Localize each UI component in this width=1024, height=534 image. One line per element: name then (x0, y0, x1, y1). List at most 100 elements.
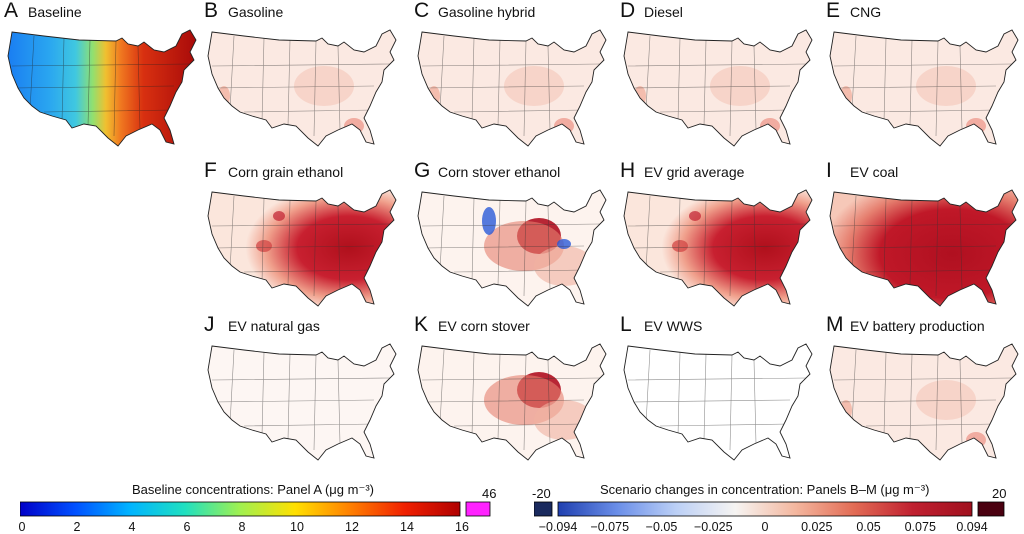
panel-letter: J (204, 313, 215, 336)
state-borders (11, 35, 191, 137)
baseline-colorbar-title: Baseline concentrations: Panel A (μg m⁻³… (132, 482, 374, 497)
colorbar-overflow (977, 501, 1005, 517)
colorbar-underflow (534, 501, 553, 517)
map-panel-h: H EV grid average (620, 159, 820, 314)
colorbar-tick-label: 0.075 (904, 520, 936, 534)
state-borders (421, 35, 601, 137)
concentration-hotspot (689, 211, 701, 221)
concentration-hotspot (504, 66, 564, 106)
panel-title: EV WWS (644, 318, 703, 334)
colorbar-tick-label: −0.05 (645, 520, 678, 534)
concentration-hotspot (218, 86, 230, 106)
panel-title: Gasoline (228, 4, 284, 20)
concentration-hotspot (710, 66, 770, 106)
panel-title: EV corn stover (438, 318, 530, 334)
scenario-under-label: -20 (532, 486, 551, 501)
state-borders (833, 349, 1013, 451)
us-map (417, 29, 607, 147)
map-panel-f: F Corn grain ethanol (204, 159, 404, 314)
panel-letter: M (826, 313, 844, 336)
state-borders (627, 349, 807, 451)
state-borders (211, 195, 391, 297)
colorbar-tick-label: 6 (183, 520, 191, 534)
negative-change-hotspot (482, 207, 496, 235)
colorbar-tick-label: 12 (345, 520, 359, 534)
us-map (623, 189, 813, 307)
panel-letter: E (826, 0, 841, 22)
concentration-hotspot (428, 86, 440, 106)
colorbar-tick-label: 0.05 (856, 520, 881, 534)
state-borders (421, 195, 601, 297)
panel-letter: F (204, 159, 217, 182)
panel-letter: G (414, 159, 431, 182)
state-borders (211, 349, 391, 451)
panel-title: EV natural gas (228, 318, 320, 334)
panel-title: CNG (850, 4, 882, 20)
panel-letter: H (620, 159, 636, 182)
map-panel-k: K EV corn stover (414, 313, 614, 468)
panel-title: Gasoline hybrid (438, 4, 536, 20)
panel-title: Corn stover ethanol (438, 164, 561, 180)
colorbar-tick-label: 16 (455, 520, 469, 534)
map-panel-j: J EV natural gas (204, 313, 404, 468)
concentration-hotspot (294, 66, 354, 106)
map-panel-l: L EV WWS (620, 313, 820, 468)
colorbar-tick-label: 10 (290, 520, 304, 534)
us-map (829, 343, 1019, 461)
colorbar-gradient (20, 501, 461, 517)
map-panel-d: D Diesel (620, 0, 820, 154)
baseline-overflow-label: 46 (482, 486, 497, 501)
us-map (829, 29, 1019, 147)
panel-letter: I (826, 159, 832, 182)
map-panel-i: I EV coal (826, 159, 1024, 314)
panel-letter: K (414, 313, 429, 336)
concentration-hotspot (273, 211, 285, 221)
us-map (417, 343, 607, 461)
us-map (623, 343, 813, 461)
map-panel-b: B Gasoline (204, 0, 404, 154)
colorbar-tick-label: −0.025 (693, 520, 733, 534)
concentration-hotspot (672, 240, 688, 252)
colorbar-tick-label: 0 (761, 520, 769, 534)
panel-title: EV battery production (850, 318, 985, 334)
panel-title: EV grid average (644, 164, 745, 180)
map-panel-c: C Gasoline hybrid (414, 0, 614, 154)
concentration-hotspot (840, 86, 852, 106)
map-panel-a: A Baseline (4, 0, 204, 154)
colorbar-tick-label: 8 (238, 520, 246, 534)
baseline-colorbar (20, 501, 491, 517)
concentration-hotspot (534, 400, 594, 440)
us-map (207, 29, 397, 147)
us-map (417, 189, 607, 307)
colorbar-tick-label: −0.094 (538, 520, 578, 534)
state-borders (833, 195, 1013, 297)
colorbar-gradient (557, 501, 973, 517)
colorbar-tick-label: 0.094 (956, 520, 988, 534)
panel-letter: B (204, 0, 219, 22)
colorbar-tick-label: 4 (128, 520, 136, 534)
us-map (7, 29, 197, 147)
state-borders (627, 35, 807, 137)
panel-title: EV coal (850, 164, 899, 180)
concentration-hotspot (916, 380, 976, 420)
state-borders (627, 195, 807, 297)
us-map (623, 29, 813, 147)
concentration-hotspot (534, 246, 594, 286)
concentration-hotspot (916, 66, 976, 106)
panel-letter: C (414, 0, 430, 22)
panel-letter: L (620, 313, 632, 336)
colorbar-tick-label: 14 (400, 520, 414, 534)
concentration-hotspot (840, 400, 852, 420)
state-borders (211, 35, 391, 137)
us-map (207, 189, 397, 307)
negative-change-hotspot (557, 239, 571, 249)
map-panel-m: M EV battery production (826, 313, 1024, 468)
colorbar-overflow (465, 501, 491, 517)
panel-title: Corn grain ethanol (228, 164, 344, 180)
us-map (829, 189, 1019, 307)
concentration-hotspot (634, 86, 646, 106)
panel-title: Baseline (28, 4, 82, 20)
scenario-colorbar (534, 501, 1005, 517)
panel-letter: A (4, 0, 19, 22)
colorbar-tick-label: 0.025 (801, 520, 833, 534)
